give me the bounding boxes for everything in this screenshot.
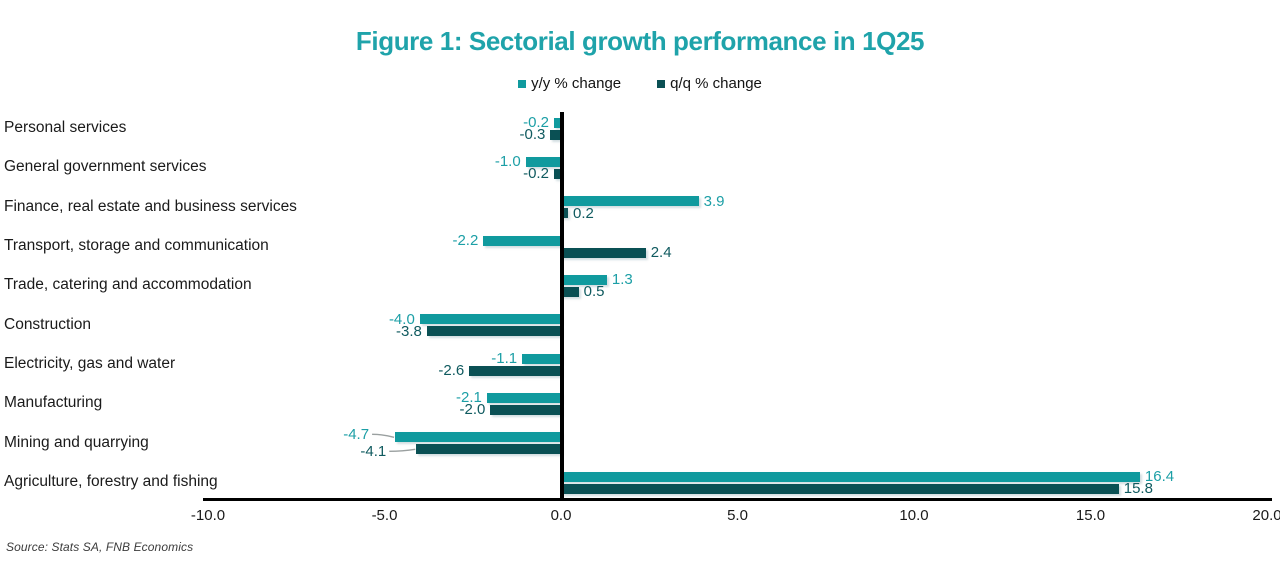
bar-yoy bbox=[553, 117, 561, 128]
value-label: -2.2 bbox=[452, 232, 479, 250]
leader-line bbox=[389, 448, 416, 452]
category-label: Electricity, gas and water bbox=[4, 355, 176, 373]
zero-axis-line bbox=[560, 112, 564, 498]
bar-yoy bbox=[395, 432, 561, 443]
value-label: 15.8 bbox=[1123, 480, 1153, 498]
qq-series-swatch-icon bbox=[657, 79, 666, 88]
category-label: Construction bbox=[4, 315, 92, 333]
value-label: 0.5 bbox=[583, 283, 605, 301]
value-label: -0.2 bbox=[523, 114, 549, 131]
category-label: Manufacturing bbox=[4, 394, 103, 412]
x-tick-label: 0.0 bbox=[550, 507, 572, 524]
x-axis-line bbox=[203, 498, 1272, 501]
value-label: -3.8 bbox=[396, 322, 422, 340]
bar-qoq bbox=[550, 129, 561, 140]
yy-series-swatch-icon bbox=[518, 79, 527, 88]
x-tick-label: 20.0 bbox=[1252, 507, 1280, 524]
category-label: Personal services bbox=[4, 119, 127, 136]
category-label: General government services bbox=[4, 158, 207, 176]
bar-yoy bbox=[419, 314, 561, 325]
value-label: -4.1 bbox=[360, 442, 387, 460]
bar-yoy bbox=[561, 274, 607, 285]
value-label: 2.4 bbox=[650, 244, 672, 262]
category-label: Agriculture, forestry and fishing bbox=[4, 473, 218, 491]
bar-qoq bbox=[426, 326, 561, 337]
bar-qoq bbox=[490, 404, 561, 415]
x-tick-label: 15.0 bbox=[1075, 507, 1106, 524]
x-tick-label: 5.0 bbox=[727, 507, 748, 524]
value-label: 16.4 bbox=[1144, 468, 1175, 486]
value-label: -2.1 bbox=[456, 389, 482, 407]
bar-yoy bbox=[486, 392, 561, 403]
leader-line bbox=[372, 433, 395, 438]
value-label: -2.6 bbox=[438, 362, 465, 380]
value-label: -2.0 bbox=[459, 401, 486, 419]
bar-qoq bbox=[553, 168, 561, 179]
legend-label-qq: q/q % change bbox=[670, 75, 762, 92]
value-label: -1.1 bbox=[491, 350, 518, 368]
value-label: 3.9 bbox=[703, 192, 725, 210]
source-note: Source: Stats SA, FNB Economics bbox=[6, 540, 194, 554]
x-tick-label: -5.0 bbox=[371, 507, 398, 524]
bar-yoy bbox=[561, 471, 1140, 482]
chart-legend: y/y % change q/q % change bbox=[0, 75, 1280, 92]
bar-qoq bbox=[561, 286, 579, 297]
value-label: -4.7 bbox=[343, 425, 370, 443]
bar-yoy bbox=[561, 196, 699, 207]
value-label: -1.0 bbox=[494, 153, 521, 171]
bar-qoq bbox=[416, 444, 561, 455]
bar-yoy bbox=[522, 353, 561, 364]
bar-qoq bbox=[561, 483, 1119, 494]
value-label: -4.0 bbox=[388, 310, 415, 328]
legend-item-qq: q/q % change bbox=[657, 75, 762, 92]
bar-qoq bbox=[561, 208, 569, 219]
value-label: 1.3 bbox=[611, 271, 633, 289]
category-label: Mining and quarrying bbox=[4, 433, 149, 451]
bar-yoy bbox=[525, 156, 561, 167]
chart-title: Figure 1: Sectorial growth performance i… bbox=[355, 26, 925, 56]
legend-label-yy: y/y % change bbox=[531, 75, 622, 92]
value-label: -0.2 bbox=[523, 165, 549, 183]
bar-yoy bbox=[483, 235, 561, 246]
category-label: Transport, storage and communication bbox=[4, 237, 269, 255]
bar-qoq bbox=[561, 247, 646, 258]
category-label: Trade, catering and accommodation bbox=[4, 276, 252, 294]
bar-qoq bbox=[469, 365, 561, 376]
legend-item-yy: y/y % change bbox=[518, 75, 621, 92]
category-label: Finance, real estate and business servic… bbox=[4, 197, 297, 215]
x-tick-label: 10.0 bbox=[899, 507, 929, 524]
value-label: 0.2 bbox=[573, 204, 594, 222]
x-tick-label: -10.0 bbox=[190, 507, 226, 524]
value-label: -0.3 bbox=[519, 126, 546, 143]
